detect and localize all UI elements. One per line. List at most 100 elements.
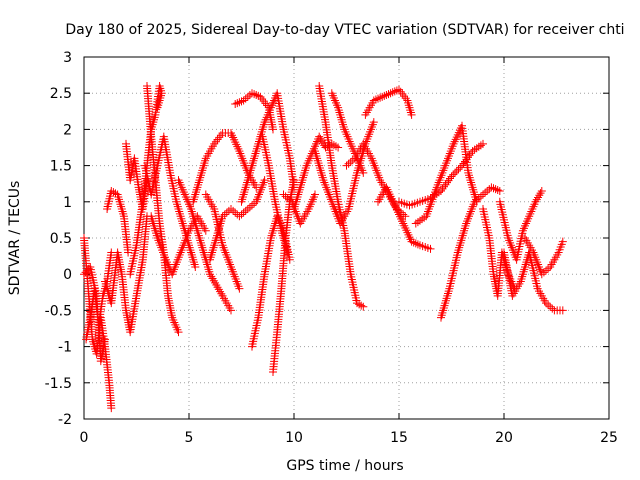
data-point-marker bbox=[344, 159, 353, 168]
data-point-marker bbox=[493, 186, 502, 195]
data-point-marker bbox=[481, 188, 490, 197]
data-point-marker bbox=[237, 97, 246, 106]
data-point-marker bbox=[386, 89, 395, 98]
data-point-marker bbox=[124, 248, 133, 257]
data-point-marker bbox=[413, 218, 422, 227]
data-point-marker bbox=[369, 118, 378, 127]
data-point-marker bbox=[235, 284, 244, 293]
data-point-marker bbox=[479, 139, 487, 148]
data-point-marker bbox=[454, 165, 463, 174]
data-point-marker bbox=[290, 176, 298, 185]
data-point-marker bbox=[201, 226, 210, 235]
data-point-marker bbox=[216, 131, 225, 140]
data-point-marker bbox=[227, 306, 235, 315]
y-tick-label: 0.5 bbox=[50, 231, 72, 247]
data-point-marker bbox=[443, 178, 451, 187]
data-point-marker bbox=[285, 195, 294, 204]
data-point-marker bbox=[243, 205, 252, 214]
data-point-marker bbox=[495, 186, 504, 195]
data-point-marker bbox=[283, 248, 292, 257]
data-point-marker bbox=[281, 192, 290, 201]
data-point-marker bbox=[235, 98, 244, 107]
data-point-marker bbox=[269, 125, 277, 134]
data-point-marker bbox=[487, 183, 496, 192]
data-point-marker bbox=[491, 185, 500, 194]
data-point-marker bbox=[259, 97, 268, 106]
data-point-marker bbox=[407, 237, 416, 246]
data-point-marker bbox=[489, 184, 498, 193]
data-point-marker bbox=[456, 163, 465, 172]
y-tick-label: 2 bbox=[63, 122, 72, 138]
data-point-marker bbox=[444, 176, 453, 185]
data-point-marker bbox=[544, 300, 553, 309]
data-point-marker bbox=[374, 94, 382, 103]
data-point-marker bbox=[311, 190, 319, 199]
data-point-marker bbox=[252, 91, 261, 100]
data-point-marker bbox=[398, 89, 407, 98]
data-point-marker bbox=[239, 208, 248, 217]
x-tick-label: 25 bbox=[600, 430, 618, 446]
y-tick-label: 1.5 bbox=[50, 159, 72, 175]
data-point-marker bbox=[468, 147, 477, 156]
data-point-marker bbox=[283, 194, 292, 203]
data-point-marker bbox=[539, 268, 548, 277]
chart-title: Day 180 of 2025, Sidereal Day-to-day VTE… bbox=[65, 22, 624, 38]
data-point-marker bbox=[357, 301, 366, 310]
data-point-marker bbox=[447, 172, 456, 181]
data-point-marker bbox=[285, 255, 294, 264]
data-point-marker bbox=[465, 151, 474, 160]
data-point-marker bbox=[243, 92, 252, 101]
data-point-marker bbox=[392, 86, 401, 95]
data-point-marker bbox=[248, 201, 256, 210]
data-point-marker bbox=[426, 244, 435, 253]
data-point-marker bbox=[334, 143, 343, 152]
data-point-marker bbox=[245, 203, 254, 212]
data-point-marker bbox=[476, 141, 485, 150]
data-point-marker bbox=[396, 87, 405, 96]
data-point-marker bbox=[260, 176, 269, 185]
data-point-marker bbox=[474, 142, 483, 151]
data-point-marker bbox=[474, 194, 483, 203]
data-point-marker bbox=[476, 192, 485, 201]
data-point-marker bbox=[237, 210, 246, 219]
data-point-marker bbox=[537, 270, 546, 279]
data-point-marker bbox=[346, 157, 355, 166]
data-point-marker bbox=[248, 89, 256, 98]
data-point-marker bbox=[371, 95, 380, 104]
data-point-marker bbox=[376, 93, 385, 102]
data-point-marker bbox=[348, 156, 357, 165]
data-point-marker bbox=[191, 262, 200, 271]
data-point-marker bbox=[239, 96, 248, 105]
data-point-marker bbox=[440, 182, 448, 191]
y-tick-label: -1.5 bbox=[45, 376, 72, 392]
data-point-marker bbox=[153, 103, 162, 112]
y-tick-labels: -2 -1.5 -1 -0.5 0 0.5 1 1.5 2 2.5 3 bbox=[45, 50, 72, 428]
x-tick-label: 5 bbox=[185, 430, 194, 446]
x-axis-label: GPS time / hours bbox=[286, 458, 403, 474]
x-tick-label: 10 bbox=[285, 430, 303, 446]
data-point-marker bbox=[235, 212, 244, 221]
x-tick-label: 0 bbox=[80, 430, 89, 446]
data-point-marker bbox=[220, 210, 229, 219]
data-point-marker bbox=[452, 167, 461, 176]
data-point-marker bbox=[231, 100, 240, 109]
data-point-marker bbox=[441, 180, 450, 189]
y-axis-label: SDTVAR / TECUs bbox=[7, 181, 23, 296]
data-point-marker bbox=[382, 91, 391, 100]
x-tick-label: 15 bbox=[390, 430, 408, 446]
data-point-marker bbox=[229, 206, 238, 215]
data-point-marker bbox=[544, 264, 553, 273]
data-point-marker bbox=[546, 302, 555, 311]
data-point-marker bbox=[380, 91, 389, 100]
data-points bbox=[80, 81, 567, 413]
data-point-marker bbox=[400, 92, 409, 101]
data-point-marker bbox=[416, 216, 424, 225]
y-tick-label: 0 bbox=[63, 267, 72, 283]
data-point-marker bbox=[109, 188, 118, 197]
data-point-marker bbox=[279, 190, 288, 199]
data-point-marker bbox=[548, 304, 557, 313]
data-point-marker bbox=[479, 190, 487, 199]
data-point-marker bbox=[472, 195, 481, 204]
data-point-marker bbox=[558, 306, 567, 315]
